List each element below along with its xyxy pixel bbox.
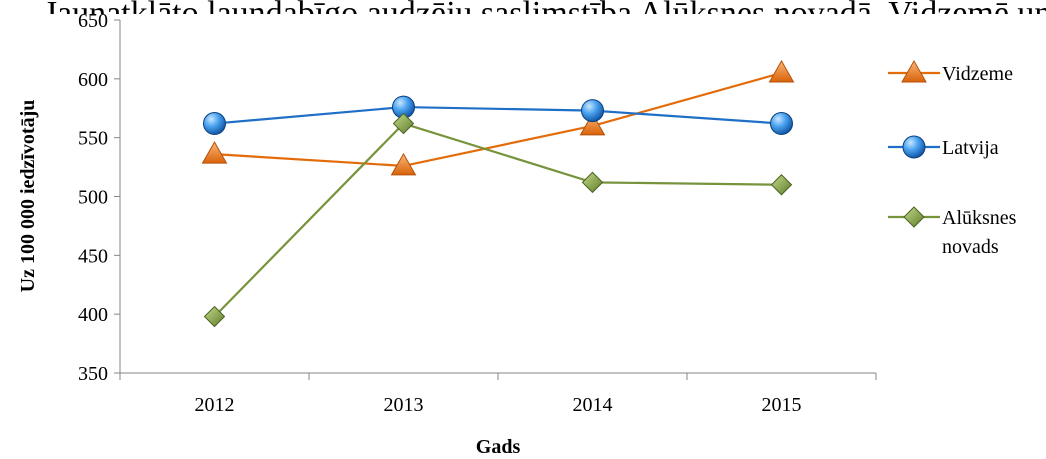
- legend: Vidzeme Latvija Alūksnes novads: [888, 59, 1017, 258]
- y-tick-label: 450: [78, 245, 108, 267]
- y-tick-label: 650: [78, 10, 108, 32]
- series-markers: [201, 59, 795, 328]
- x-ticks: 2012 2013 2014 2015: [119, 373, 877, 416]
- x-tick-label: 2012: [195, 394, 235, 416]
- data-point: [203, 305, 226, 328]
- y-tick-label: 500: [78, 187, 108, 209]
- y-tick-label: 550: [78, 128, 108, 150]
- y-tick-label: 600: [78, 69, 108, 91]
- legend-label: novads: [942, 236, 999, 258]
- y-ticks: 350 400 450 500 550 600 650: [78, 10, 120, 385]
- data-point: [579, 112, 606, 136]
- data-point: [770, 112, 793, 136]
- series-line-2: [213, 122, 782, 318]
- x-tick-label: 2013: [384, 394, 424, 416]
- legend-label: Alūksnes: [942, 207, 1017, 229]
- legend-marker: [902, 135, 926, 159]
- data-point: [203, 112, 226, 136]
- series-line-0: [214, 71, 782, 168]
- data-point: [390, 152, 417, 176]
- chart-title: Jaunatklāto ļaundabīgo audzēju saslimstī…: [44, 0, 1046, 32]
- axes: [119, 20, 876, 374]
- y-axis-title: Uz 100 000 iedzīvotāju: [17, 100, 39, 293]
- legend-label: Latvija: [942, 137, 999, 159]
- series-line-1: [214, 105, 782, 125]
- legend-label: Vidzeme: [942, 63, 1013, 85]
- legend-marker: [901, 59, 927, 83]
- data-point: [768, 59, 795, 83]
- data-point: [392, 112, 415, 135]
- data-point: [581, 99, 604, 123]
- data-point: [581, 171, 604, 194]
- legend-marker: [903, 206, 925, 228]
- series-lines: [213, 71, 782, 318]
- data-point: [201, 141, 228, 164]
- y-tick-label: 400: [78, 304, 108, 326]
- x-tick-label: 2014: [573, 394, 613, 416]
- y-tick-label: 350: [78, 363, 108, 385]
- data-point: [770, 174, 793, 196]
- x-tick-label: 2015: [762, 394, 802, 416]
- x-axis-title: Gads: [476, 436, 521, 458]
